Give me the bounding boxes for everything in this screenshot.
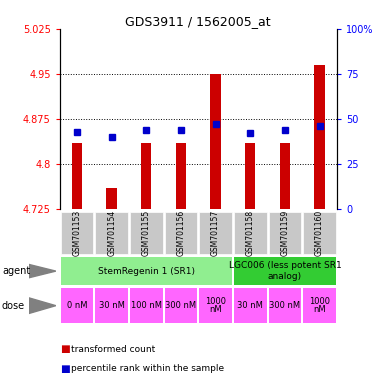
Text: GSM701156: GSM701156 (176, 210, 186, 257)
Text: 30 nM: 30 nM (237, 301, 263, 310)
Bar (269, 212, 301, 255)
Bar (245, 143, 255, 209)
Text: GSM701159: GSM701159 (280, 210, 290, 257)
Bar (61, 288, 93, 323)
Bar (176, 143, 186, 209)
Bar (61, 257, 232, 285)
Text: StemRegenin 1 (SR1): StemRegenin 1 (SR1) (98, 266, 195, 276)
Polygon shape (29, 298, 56, 313)
Bar (199, 212, 232, 255)
Bar (234, 257, 336, 285)
Bar (95, 288, 128, 323)
Bar (72, 143, 82, 209)
Text: GSM701158: GSM701158 (246, 210, 255, 257)
Bar (95, 212, 128, 255)
Text: 300 nM: 300 nM (270, 301, 300, 310)
Bar (61, 212, 93, 255)
Text: GSM701155: GSM701155 (142, 210, 151, 257)
Text: 1000
nM: 1000 nM (205, 297, 226, 314)
Polygon shape (29, 265, 56, 278)
Text: 100 nM: 100 nM (131, 301, 162, 310)
Bar (130, 288, 162, 323)
Bar (106, 188, 117, 209)
Bar (234, 212, 266, 255)
Text: percentile rank within the sample: percentile rank within the sample (71, 364, 224, 373)
Text: LGC006 (less potent SR1
analog): LGC006 (less potent SR1 analog) (229, 262, 341, 281)
Text: 30 nM: 30 nM (99, 301, 125, 310)
Text: dose: dose (2, 301, 25, 311)
Text: 1000
nM: 1000 nM (309, 297, 330, 314)
Bar (199, 288, 232, 323)
Text: 300 nM: 300 nM (166, 301, 196, 310)
Bar (303, 288, 336, 323)
Bar (210, 74, 221, 209)
Bar (165, 288, 197, 323)
Bar (280, 143, 290, 209)
Text: GSM701153: GSM701153 (72, 210, 82, 257)
Bar (130, 212, 162, 255)
Text: GSM701160: GSM701160 (315, 210, 324, 257)
Text: agent: agent (2, 266, 30, 276)
Bar (303, 212, 336, 255)
Text: 0 nM: 0 nM (67, 301, 87, 310)
Bar (314, 65, 325, 209)
Text: transformed count: transformed count (71, 345, 156, 354)
Text: ■: ■ (60, 344, 69, 354)
Text: GSM701154: GSM701154 (107, 210, 116, 257)
Text: GSM701157: GSM701157 (211, 210, 220, 257)
Bar (234, 288, 266, 323)
Text: ■: ■ (60, 364, 69, 374)
Bar (269, 288, 301, 323)
Bar (165, 212, 197, 255)
Title: GDS3911 / 1562005_at: GDS3911 / 1562005_at (126, 15, 271, 28)
Bar (141, 143, 152, 209)
